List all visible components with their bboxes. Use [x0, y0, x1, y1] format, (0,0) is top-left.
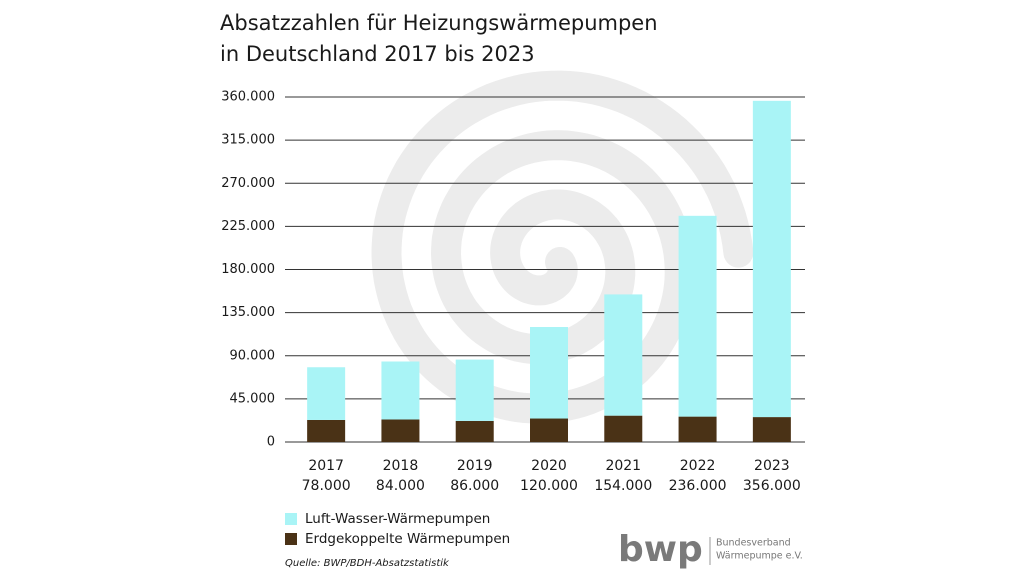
source: Quelle: BWP/BDH-Absatzstatistik	[285, 558, 450, 569]
x-tick-label: 2017	[308, 458, 344, 474]
x-tick-label: 2020	[531, 458, 567, 474]
bar-segment	[307, 367, 346, 420]
y-tick-label: 90.000	[230, 348, 276, 363]
bar-segment	[381, 419, 420, 442]
bar-segment	[604, 294, 643, 416]
y-tick-label: 315.000	[221, 133, 275, 148]
x-tick-label: 2023	[754, 458, 790, 474]
logo-text: Bundesverband	[716, 538, 791, 549]
y-tick-label: 45.000	[230, 391, 276, 406]
total-label: 86.000	[450, 478, 499, 494]
y-tick-label: 180.000	[221, 262, 275, 277]
total-label: 236.000	[669, 478, 727, 494]
total-label: 356.000	[743, 478, 801, 494]
bar-segment	[752, 417, 791, 442]
y-tick-label: 135.000	[221, 305, 275, 320]
total-label: 84.000	[376, 478, 425, 494]
bar-segment	[604, 415, 643, 442]
y-tick-label: 360.000	[221, 90, 275, 105]
legend-label: Erdgekoppelte Wärmepumpen	[305, 531, 510, 547]
x-tick-label: 2022	[680, 458, 716, 474]
x-tick-label: 2019	[457, 458, 493, 474]
legend-swatch	[285, 533, 297, 545]
legend-label: Luft-Wasser-Wärmepumpen	[305, 511, 490, 527]
bar-segment	[455, 359, 494, 421]
bar-segment	[455, 420, 494, 442]
bar-segment	[752, 100, 791, 418]
bar-segment	[678, 215, 717, 417]
bar-segment	[307, 419, 346, 442]
bar-segment	[381, 361, 420, 420]
plot: 0 45.000 90.000 135.000 180.000 225.000 270.00…	[221, 90, 805, 547]
bar-segment	[530, 418, 568, 442]
y-tick-label: 270.000	[221, 176, 275, 191]
total-label: 154.000	[594, 478, 652, 494]
total-label: 78.000	[302, 478, 351, 494]
total-label: 120.000	[520, 478, 578, 494]
y-tick-label: 0	[267, 435, 275, 450]
watermark	[371, 70, 754, 424]
chart-title: in Deutschland 2017 bis 2023	[220, 42, 535, 66]
y-tick-label: 225.000	[221, 219, 275, 234]
x-tick-label: 2021	[605, 458, 641, 474]
bar-segment	[530, 327, 568, 419]
chart-title: Absatzzahlen für Heizungswärmepumpen	[220, 11, 658, 35]
legend-swatch	[285, 513, 297, 525]
logo: bwp	[618, 529, 703, 570]
logo-text: Wärmepumpe e.V.	[716, 551, 803, 562]
bar-segment	[678, 416, 717, 442]
x-tick-label: 2018	[383, 458, 419, 474]
